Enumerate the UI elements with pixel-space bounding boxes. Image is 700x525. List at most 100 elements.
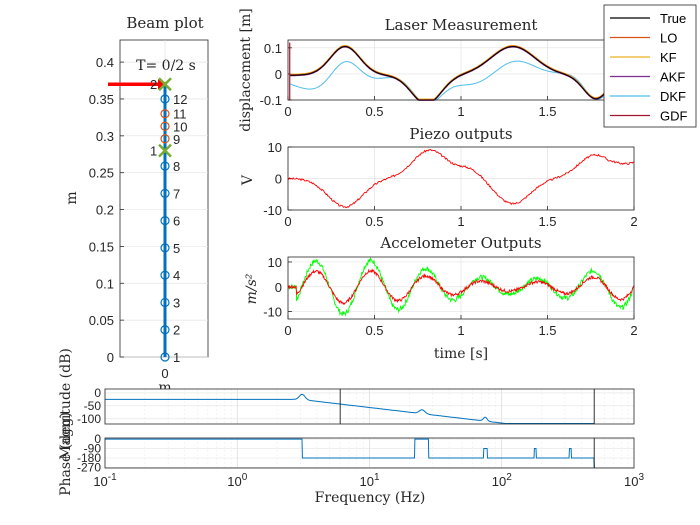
bode-phase-ytick-label: -90 bbox=[84, 442, 102, 456]
beam-node-marker bbox=[160, 121, 170, 131]
freq-tick-base: 10 bbox=[93, 474, 107, 489]
beam-node-label: 1 bbox=[173, 350, 180, 365]
beam-node-label: 11 bbox=[173, 107, 187, 122]
freq-tick-base: 10 bbox=[492, 474, 506, 489]
legend-box bbox=[603, 4, 697, 128]
xtick-label: 0.5 bbox=[365, 323, 383, 338]
freq-tick-label: 102 bbox=[492, 472, 512, 489]
freq-tick-label: 10-1 bbox=[93, 472, 117, 489]
ytick-label: 0 bbox=[275, 280, 282, 295]
accel-frame bbox=[287, 256, 635, 320]
beam-ytick-label: 0.35 bbox=[89, 92, 114, 107]
laser-plot: Laser Measurement displacement [m] 0 0.5 1… bbox=[238, 8, 638, 131]
bode-phase-series bbox=[105, 438, 595, 468]
beam-ylabel: m bbox=[64, 191, 80, 204]
beam-node-label: 8 bbox=[173, 159, 180, 174]
freq-tick-base: 10 bbox=[624, 474, 638, 489]
beam-node-label: 3 bbox=[173, 295, 180, 310]
freq-tick-label: 100 bbox=[227, 472, 247, 489]
beam-node-label: 10 bbox=[173, 119, 187, 134]
freq-tick-label: 101 bbox=[359, 472, 379, 489]
bode-phase-plot: Phase (deg) 0-90-180-270 10-1 100 101 102 10… bbox=[58, 412, 644, 506]
xtick-label: 1.5 bbox=[538, 214, 556, 229]
freq-tick-exponent: -1 bbox=[108, 472, 117, 483]
ytick-label: -0.1 bbox=[260, 93, 282, 108]
bode-mag-ylabel: Magnitude (dB) bbox=[58, 348, 74, 460]
beam-node-marker bbox=[160, 352, 170, 362]
piezo-lines bbox=[287, 148, 635, 209]
legend-label-True: True bbox=[660, 11, 686, 26]
beam-sensor-marker bbox=[158, 143, 172, 158]
beam-node-marker bbox=[160, 161, 170, 171]
frequency-ticks: 10-1 100 101 102 103 bbox=[93, 472, 644, 489]
laser-ylabel: displacement [m] bbox=[238, 8, 254, 131]
piezo-series bbox=[287, 148, 635, 209]
bode-mag-series bbox=[105, 393, 595, 424]
xtick-label: 1.5 bbox=[538, 323, 556, 338]
xtick-label: 0 bbox=[284, 104, 291, 119]
beam-plot: Beam plot T= 0/2 s m 0 0.05 0.1 0.15 0.2 0.25… bbox=[64, 14, 209, 396]
xtick-label: 0 bbox=[284, 214, 291, 229]
bode-magnitude-plot: Magnitude (dB) 0-50-100 bbox=[58, 348, 635, 460]
beam-time-annotation: T= 0/2 s bbox=[136, 58, 196, 74]
beam-node-label: 4 bbox=[173, 268, 180, 283]
beam-ytick-label: 0.1 bbox=[96, 276, 114, 291]
accel-title: Accelometer Outputs bbox=[379, 234, 541, 252]
beam-node-marker bbox=[160, 134, 170, 144]
bode-phase-lines bbox=[105, 438, 595, 468]
ytick-label: 0.1 bbox=[264, 41, 282, 56]
xtick-label: 0.5 bbox=[365, 104, 383, 119]
beam-plot-title: Beam plot bbox=[126, 14, 203, 32]
bode-phase-ylabel: Phase (deg) bbox=[58, 412, 74, 496]
beam-arrow-head bbox=[158, 79, 166, 90]
bode-phase-ytick-label: -180 bbox=[77, 451, 101, 465]
bode-mag-ticks: 0-50-100 bbox=[77, 386, 101, 426]
bode-phase-frame bbox=[104, 437, 635, 469]
beam-sensor-label: 1 bbox=[150, 144, 157, 159]
xtick-label: 1.5 bbox=[538, 104, 556, 119]
xtick-label: 2 bbox=[630, 214, 637, 229]
laser-lines bbox=[289, 42, 611, 101]
bode-mag-frame bbox=[104, 388, 635, 425]
beam-node-marker bbox=[160, 325, 170, 335]
legend-label-DKF: DKF bbox=[660, 89, 686, 104]
beam-yticks: 0 0.05 0.1 0.15 0.2 0.25 0.3 0.35 0.4 bbox=[89, 55, 114, 365]
beam-ytick-label: 0.05 bbox=[89, 313, 114, 328]
legend-label-AKF: AKF bbox=[660, 70, 685, 85]
bode-mag-ytick-label: -50 bbox=[84, 399, 102, 413]
xtick-label: 1 bbox=[457, 323, 464, 338]
legend-label-GDF: GDF bbox=[660, 109, 688, 124]
piezo-frame bbox=[287, 146, 635, 211]
bode-phase-ticks: 0-90-180-270 bbox=[77, 432, 101, 474]
beam-sensor-marker bbox=[158, 77, 172, 92]
beam-xtick-label: 0 bbox=[161, 366, 168, 381]
laser-title: Laser Measurement bbox=[385, 16, 538, 34]
beam-node-marker bbox=[160, 270, 170, 280]
ytick-label: 0 bbox=[275, 172, 282, 187]
beam-node-marker bbox=[160, 243, 170, 253]
beam-ytick-label: 0 bbox=[107, 350, 114, 365]
laser-series-True bbox=[289, 45, 611, 101]
legend-label-KF: KF bbox=[660, 50, 677, 65]
piezo-ylabel: V bbox=[240, 174, 256, 186]
laser-legend: True LO KF AKF DKF GDF bbox=[603, 4, 697, 128]
beam-node-marker bbox=[160, 94, 170, 104]
freq-tick-base: 10 bbox=[227, 474, 241, 489]
freq-tick-exponent: 3 bbox=[638, 472, 644, 483]
bode-phase-ytick-label: 0 bbox=[94, 432, 101, 446]
beam-node-label: 7 bbox=[173, 186, 180, 201]
xtick-label: 1 bbox=[457, 214, 464, 229]
accel-plot: Accelometer Outputs m/s² time [s] 0 0.5 1 1… bbox=[244, 234, 638, 362]
accel-xlabel: time [s] bbox=[434, 346, 488, 362]
beam-node-label: 6 bbox=[173, 214, 180, 229]
beam-ytick-label: 0.3 bbox=[96, 129, 114, 144]
xtick-label: 2 bbox=[630, 323, 637, 338]
beam-ytick-label: 0.2 bbox=[96, 203, 114, 218]
freq-tick-exponent: 1 bbox=[374, 472, 380, 483]
bode-xlabel: Frequency (Hz) bbox=[315, 490, 426, 506]
xtick-label: 0.5 bbox=[365, 214, 383, 229]
